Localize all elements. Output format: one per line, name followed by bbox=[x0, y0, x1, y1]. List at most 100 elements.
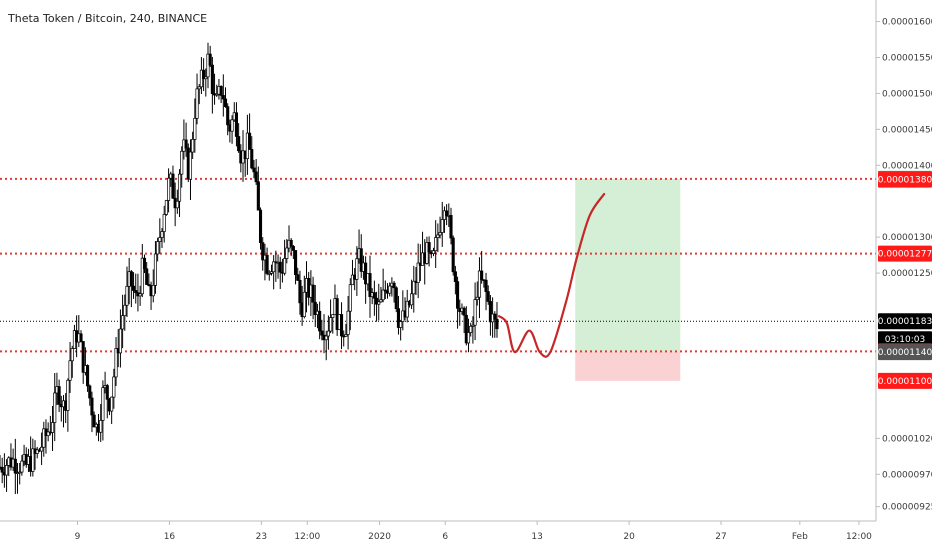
price-labels: 0.000013810.000013800.000012770.00001183… bbox=[878, 170, 932, 389]
candle-body bbox=[495, 318, 499, 330]
candle-body bbox=[265, 254, 269, 274]
candle-body bbox=[188, 151, 193, 180]
candle-body bbox=[261, 242, 265, 261]
loss-zone bbox=[575, 351, 681, 381]
price-label-bg-1 bbox=[878, 171, 932, 188]
price-label-bg-6 bbox=[878, 344, 932, 361]
candle-body bbox=[427, 242, 431, 253]
candle-body bbox=[254, 171, 258, 183]
y-tick-label-4: 0.00001400 bbox=[882, 161, 932, 171]
candle-body bbox=[99, 420, 103, 433]
candle-body bbox=[405, 300, 409, 318]
y-tick-label-1: 0.00001550 bbox=[882, 53, 932, 63]
candle-body bbox=[377, 301, 381, 305]
candle-body bbox=[372, 292, 376, 299]
candle-body bbox=[125, 285, 129, 306]
x-tick-label-6: 13 bbox=[531, 532, 542, 542]
candle-body bbox=[145, 268, 149, 285]
candle-body bbox=[114, 348, 118, 378]
candle-body bbox=[425, 242, 429, 264]
candle-body bbox=[453, 271, 457, 282]
candle-body bbox=[258, 209, 263, 243]
candle-body bbox=[164, 200, 168, 215]
candle-body bbox=[210, 64, 214, 95]
candle-body bbox=[197, 86, 201, 90]
candle-body bbox=[350, 274, 355, 286]
candle-body bbox=[123, 304, 127, 316]
candle-body bbox=[399, 321, 403, 328]
candle-body bbox=[20, 460, 24, 473]
price-label-6: 0.00001140 bbox=[878, 348, 932, 358]
candle-body bbox=[131, 285, 136, 291]
candle-body bbox=[294, 250, 298, 276]
projection-path bbox=[497, 192, 606, 358]
x-tick-label-9: Feb bbox=[792, 532, 808, 542]
candle-body bbox=[175, 200, 179, 209]
candle-body bbox=[410, 293, 414, 306]
candle-body bbox=[40, 446, 44, 452]
candles bbox=[0, 42, 499, 495]
candle-body bbox=[5, 465, 9, 476]
price-label-1: 0.00001380 bbox=[878, 176, 932, 186]
y-tick-label-3: 0.00001450 bbox=[882, 125, 932, 135]
candle-body bbox=[177, 173, 182, 202]
candle-body bbox=[101, 387, 105, 421]
x-tick-label-5: 6 bbox=[442, 532, 448, 542]
candle-body bbox=[191, 139, 195, 153]
candle-body bbox=[313, 301, 317, 315]
candle-body bbox=[35, 449, 39, 454]
candle-body bbox=[291, 246, 295, 251]
position-zones bbox=[575, 178, 681, 381]
candle-body bbox=[296, 274, 300, 281]
y-tick-label-5: 0.00001300 bbox=[882, 233, 932, 243]
candle-body bbox=[267, 273, 271, 275]
candle-body bbox=[283, 258, 287, 274]
candle-body bbox=[438, 232, 442, 236]
candle-body bbox=[195, 88, 199, 119]
candle-body bbox=[464, 314, 468, 344]
x-axis-ticks[interactable]: 9 16 23 12:00 2020 6 13 20 27 Feb 12:00 bbox=[75, 521, 873, 542]
candle-body bbox=[31, 448, 35, 472]
y-axis-ticks[interactable]: 0.00001600 0.00001550 0.00001500 0.00001450… bbox=[876, 18, 932, 513]
candle-body bbox=[477, 270, 482, 298]
candle-body bbox=[57, 386, 61, 405]
y-tick-label-7: 0.00001020 bbox=[882, 434, 932, 444]
x-tick-label-2: 23 bbox=[256, 532, 267, 542]
chart-title: Theta Token / Bitcoin, 240, BINANCE bbox=[7, 12, 207, 25]
candle-body bbox=[156, 241, 160, 255]
candle-body bbox=[248, 132, 252, 150]
candle-body bbox=[381, 289, 385, 301]
y-tick-label-2: 0.00001500 bbox=[882, 89, 932, 99]
price-label-4: 03:10:03 bbox=[885, 335, 925, 345]
candle-body bbox=[344, 334, 348, 337]
y-tick-label-8: 0.00000970 bbox=[882, 470, 932, 480]
candle-body bbox=[475, 296, 479, 300]
candle-body bbox=[112, 376, 116, 398]
candle-body bbox=[160, 231, 164, 238]
candle-body bbox=[436, 234, 440, 238]
projection-curve bbox=[497, 192, 606, 358]
axes bbox=[0, 0, 877, 522]
price-label-2: 0.00001277 bbox=[878, 250, 932, 260]
candle-body bbox=[469, 325, 473, 333]
candle-body bbox=[355, 258, 359, 280]
candle-body bbox=[396, 308, 401, 328]
candle-body bbox=[462, 307, 466, 316]
candle-body bbox=[88, 385, 92, 399]
candle-body bbox=[346, 310, 350, 335]
price-label-7: 0.00001100 bbox=[878, 377, 932, 387]
candle-body bbox=[180, 150, 184, 175]
price-label-3: 0.00001183 bbox=[878, 317, 932, 327]
candle-body bbox=[416, 262, 420, 283]
candle-body bbox=[388, 285, 392, 294]
y-tick-label-6: 0.00001250 bbox=[882, 269, 932, 279]
candle-body bbox=[138, 293, 142, 297]
candle-body bbox=[147, 284, 151, 286]
candle-body bbox=[339, 314, 344, 337]
candle-body bbox=[368, 273, 372, 298]
candle-body bbox=[302, 291, 306, 318]
candle-body bbox=[219, 86, 223, 96]
candle-body bbox=[215, 93, 219, 96]
candle-body bbox=[471, 324, 475, 327]
